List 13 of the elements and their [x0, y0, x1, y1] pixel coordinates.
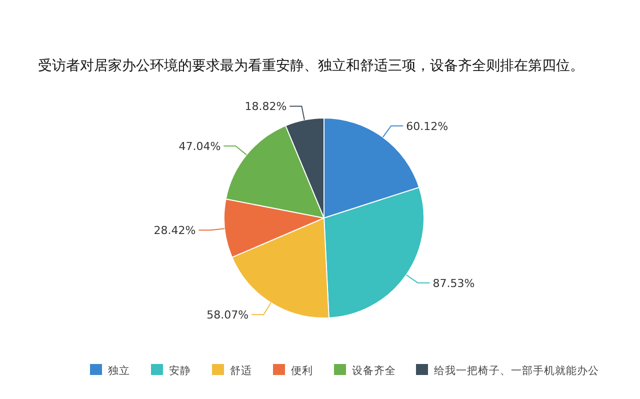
legend-label: 独立: [108, 364, 130, 377]
data-label: 47.04%: [178, 140, 221, 153]
data-label: 60.12%: [406, 120, 448, 133]
data-label: 87.53%: [432, 276, 475, 290]
legend-label: 便利: [291, 364, 313, 377]
legend-label: 设备齐全: [352, 364, 396, 377]
legend-label: 安静: [169, 364, 191, 377]
data-label: 18.82%: [244, 100, 287, 114]
data-label: 58.07%: [206, 308, 249, 322]
legend-label: 舒适: [230, 364, 252, 377]
chart-title: 受访者对居家办公环境的要求最为看重安静、独立和舒适三项，设备齐全则排在第四位。: [38, 58, 584, 74]
data-label: 28.42%: [154, 224, 196, 238]
legend-label: 给我一把椅子、一部手机就能办公: [434, 364, 599, 377]
